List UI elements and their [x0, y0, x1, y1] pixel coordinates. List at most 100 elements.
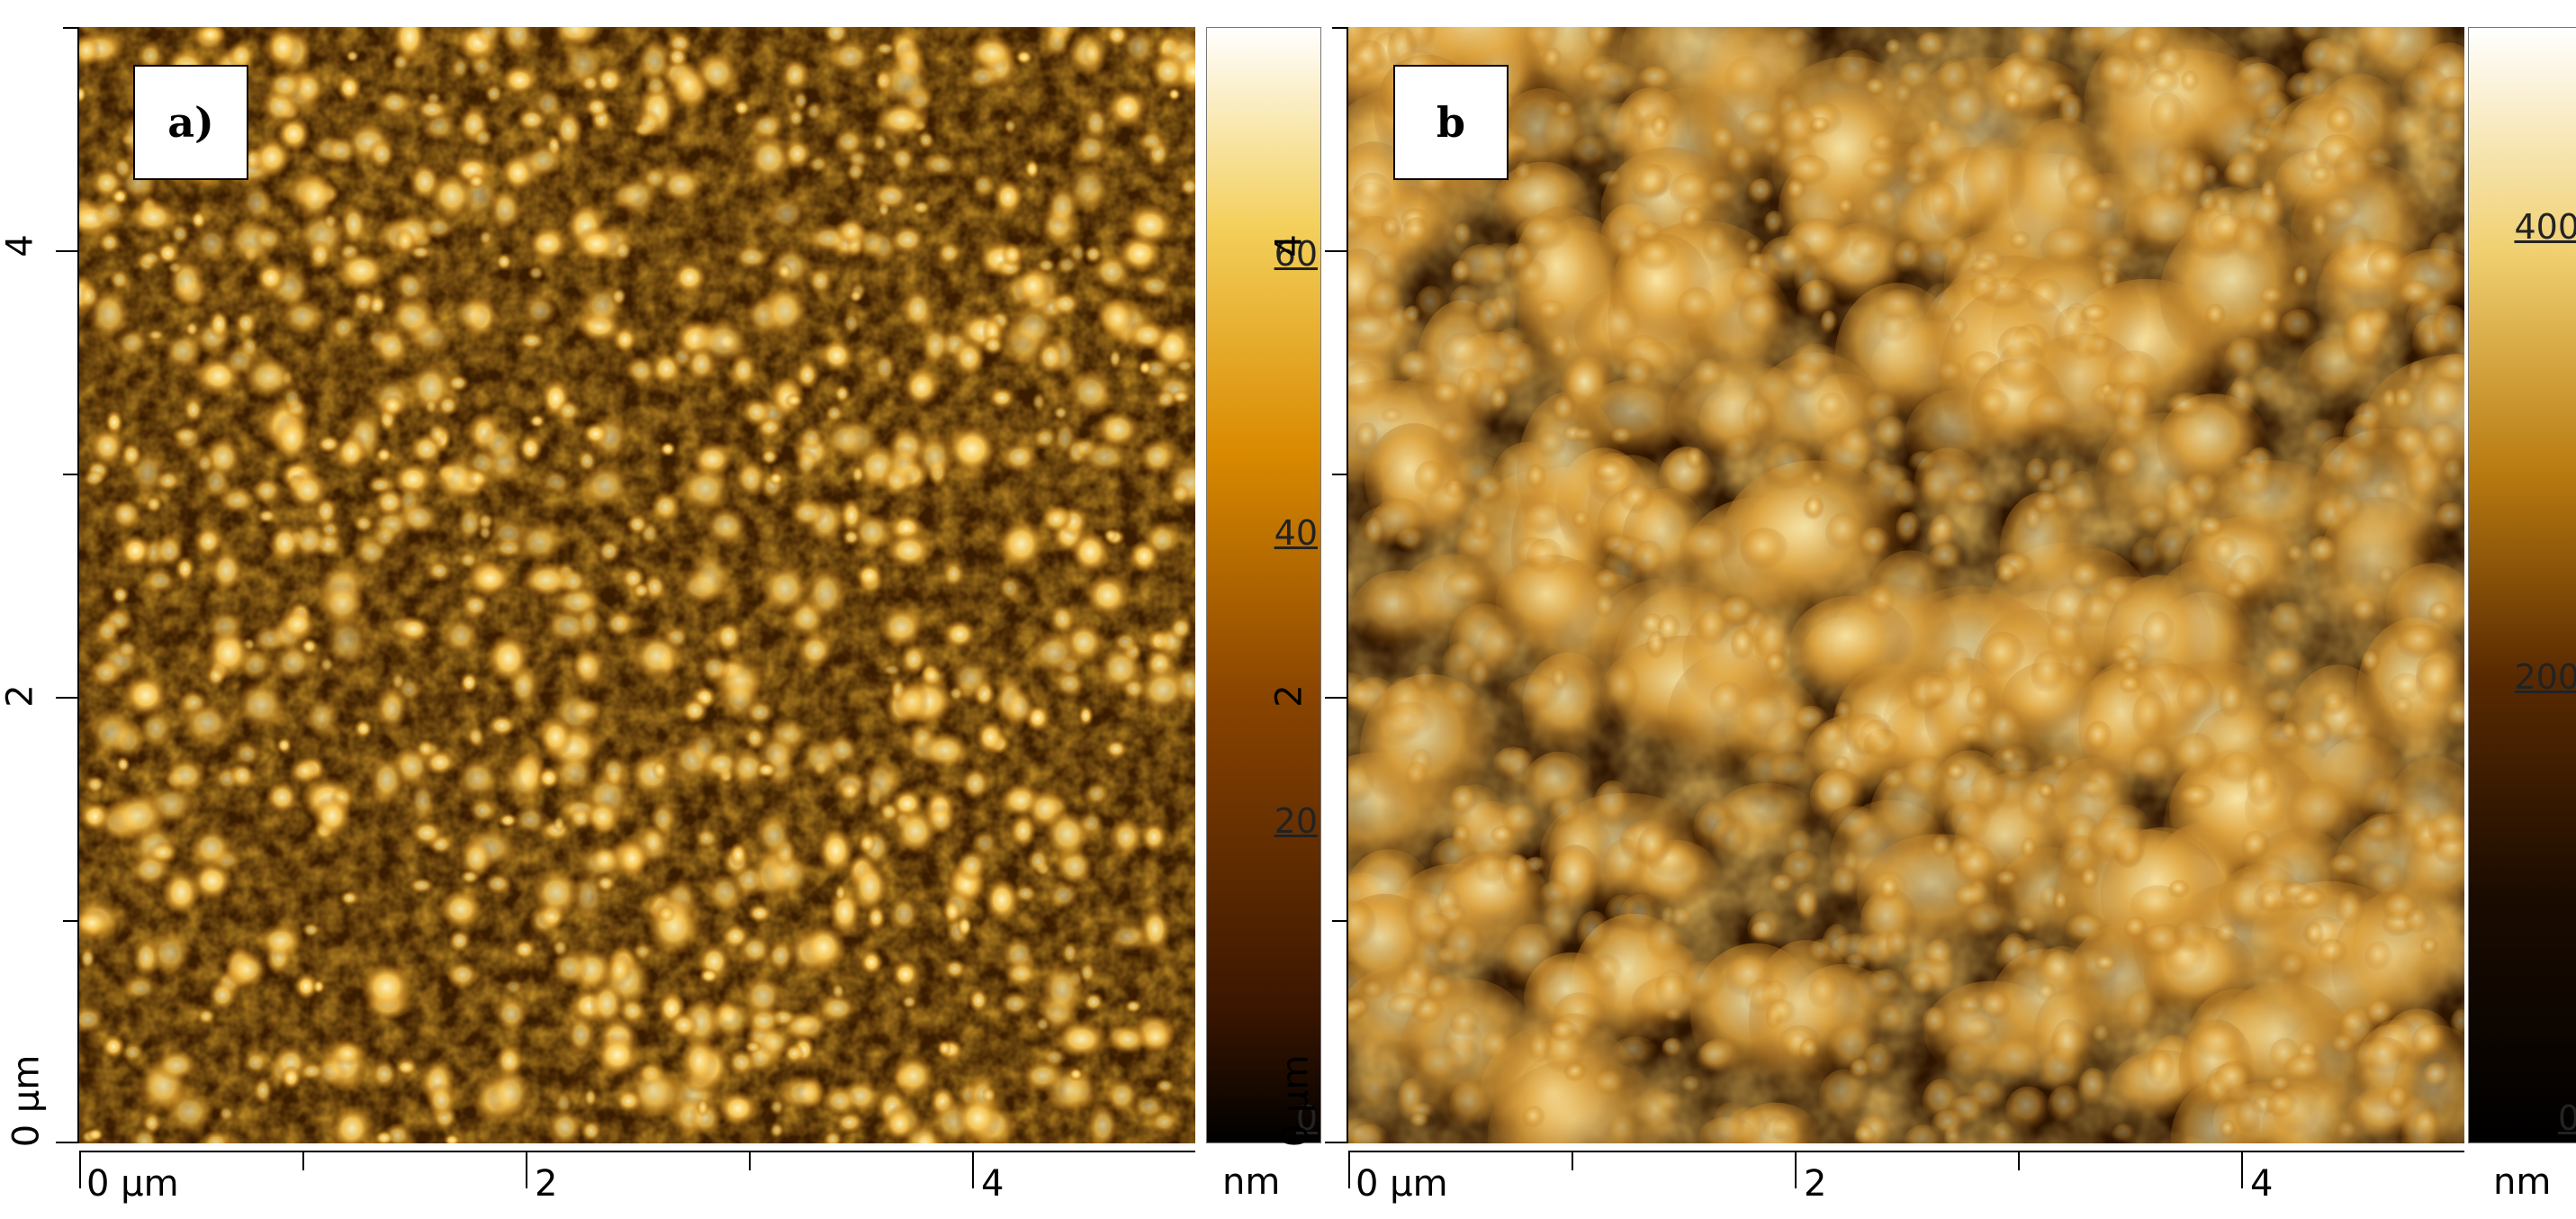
surface-grain [1928, 542, 1964, 574]
surface-grain [1931, 1109, 1968, 1138]
surface-grain [2432, 304, 2464, 358]
surface-grain [788, 498, 827, 528]
surface-grain [1922, 283, 1964, 328]
surface-grain [138, 709, 175, 748]
surface-grain [2262, 123, 2319, 162]
surface-grain [98, 231, 122, 254]
surface-grain [1879, 877, 1901, 903]
surface-grain [1779, 107, 1820, 152]
surface-grain [257, 922, 304, 959]
surface-grain [1381, 216, 1402, 241]
surface-grain [2256, 307, 2282, 338]
surface-grain [1969, 257, 1996, 276]
surface-grain [606, 952, 633, 988]
surface-grain [1941, 646, 1975, 687]
surface-grain [1923, 674, 1956, 709]
surface-grain [596, 538, 622, 564]
afm-surface-a [79, 27, 1195, 1143]
surface-grain [1026, 846, 1050, 875]
surface-grain [1586, 27, 1617, 52]
surface-grain [2434, 109, 2464, 149]
surface-grain [899, 643, 928, 676]
surface-grain [1740, 693, 1787, 738]
y-tick-label: 4 [0, 234, 41, 257]
surface-grain [2205, 303, 2227, 329]
surface-grain [208, 546, 245, 594]
surface-grain [1818, 1069, 1870, 1124]
surface-grain [253, 1076, 273, 1106]
surface-grain [618, 997, 647, 1025]
surface-grain [1808, 974, 1841, 1012]
surface-grain [1094, 409, 1141, 449]
surface-grain [849, 289, 863, 303]
panel-label-b: b [1393, 65, 1509, 180]
surface-grain [2040, 884, 2059, 912]
surface-grain [1962, 138, 2028, 230]
surface-grain [1138, 437, 1177, 476]
surface-grain [834, 1111, 865, 1134]
surface-grain [2450, 1008, 2464, 1038]
surface-grain [1786, 154, 1832, 188]
surface-grain [153, 1049, 200, 1082]
surface-grain [593, 65, 625, 95]
surface-grain [2031, 650, 2067, 697]
surface-grain [148, 329, 165, 341]
surface-grain [2304, 922, 2325, 949]
surface-grain [1155, 1078, 1175, 1094]
surface-grain [1677, 287, 1717, 327]
surface-grain [2051, 754, 2073, 775]
surface-grain [323, 212, 338, 230]
surface-grain [1043, 1063, 1094, 1117]
surface-grain [616, 839, 649, 878]
color-scale-a: 60 40 20 0 [1206, 27, 1321, 1143]
surface-grain [2033, 492, 2062, 517]
surface-grain [1348, 763, 1376, 807]
surface-grain [519, 561, 573, 599]
surface-grain [2317, 938, 2348, 967]
surface-grain [2286, 781, 2356, 848]
surface-grain [1992, 1038, 2042, 1084]
surface-grain [1082, 39, 1103, 68]
surface-grain [1136, 1020, 1175, 1054]
surface-grain [512, 938, 537, 961]
surface-grain [195, 27, 226, 46]
surface-grain [79, 282, 100, 311]
surface-grain [1865, 77, 1887, 98]
surface-grain [707, 998, 754, 1040]
surface-grain [2363, 813, 2400, 845]
surface-grain [1364, 586, 1425, 629]
surface-grain [657, 166, 705, 204]
surface-grain [540, 468, 572, 495]
surface-grain [2292, 27, 2326, 47]
surface-grain [1759, 235, 1816, 287]
surface-grain [795, 359, 820, 391]
surface-grain [1524, 751, 1595, 817]
surface-grain [1120, 27, 1157, 68]
surface-grain [995, 517, 1047, 571]
surface-grain [319, 581, 365, 627]
x-tick-label: 2 [1804, 1163, 1827, 1205]
surface-grain [229, 762, 256, 790]
surface-grain [807, 266, 833, 295]
surface-grain [1013, 266, 1053, 306]
surface-grain [1128, 539, 1160, 573]
surface-grain [553, 814, 566, 833]
surface-grain [426, 1082, 457, 1118]
surface-grain [2005, 1086, 2051, 1133]
surface-grain [2119, 675, 2143, 695]
surface-grain [2021, 836, 2038, 862]
afm-image-a [79, 27, 1195, 1143]
surface-grain [816, 826, 855, 876]
surface-grain [196, 1007, 216, 1025]
surface-grain [409, 781, 437, 821]
surface-grain [2397, 624, 2445, 662]
surface-grain [901, 995, 918, 1009]
surface-grain [396, 500, 441, 536]
surface-grain [1709, 682, 1747, 721]
surface-grain [316, 435, 342, 454]
surface-grain [779, 1073, 826, 1113]
surface-grain [1348, 1117, 1382, 1143]
surface-grain [1850, 1059, 1872, 1081]
surface-grain [111, 584, 130, 605]
surface-grain [329, 312, 356, 342]
